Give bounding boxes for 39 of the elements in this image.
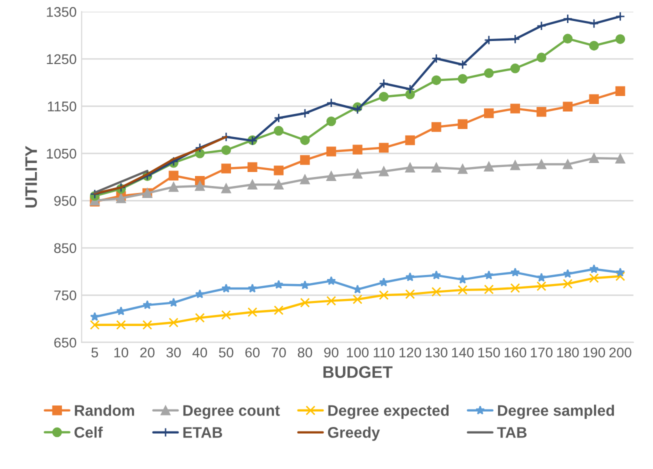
legend-label: Celf: [74, 426, 103, 438]
x-tick-label: 80: [298, 348, 312, 358]
x-tick-label: 30: [166, 348, 181, 358]
y-tick-label: 1250: [46, 54, 76, 64]
y-tick-label: 950: [54, 196, 76, 206]
x-tick-label: 100: [346, 348, 369, 358]
legend-label: Random: [74, 404, 134, 416]
legend-label: Degree sampled: [498, 404, 614, 419]
x-axis-title: BUDGET: [323, 366, 393, 378]
legend-label: Greedy: [328, 426, 380, 441]
y-tick-label: 650: [54, 338, 76, 348]
y-tick-label: 1350: [46, 7, 76, 17]
x-tick-label: 140: [452, 348, 474, 358]
legend-label: Degree expected: [328, 404, 449, 419]
x-tick-label: 70: [272, 348, 286, 358]
x-tick-label: 60: [245, 348, 260, 358]
x-tick-label: 170: [530, 348, 552, 358]
x-tick-label: 40: [192, 348, 208, 358]
y-tick-label: 1150: [48, 102, 76, 112]
legend-label: TAB: [497, 427, 527, 438]
x-tick-label: 180: [557, 348, 579, 358]
x-tick-label: 10: [114, 348, 128, 358]
legend-label: ETAB: [183, 427, 222, 438]
x-tick-label: 190: [583, 348, 606, 358]
y-tick-label: 750: [54, 290, 76, 300]
x-tick-label: 110: [374, 348, 394, 358]
x-tick-label: 20: [140, 348, 154, 358]
x-tick-label: 160: [504, 348, 526, 358]
y-tick-label: 1050: [46, 148, 76, 159]
x-tick-label: 130: [426, 348, 448, 358]
x-tick-label: 200: [609, 348, 632, 358]
x-tick-label: 150: [478, 348, 500, 358]
x-tick-label: 5: [91, 348, 98, 358]
legend-label: Degree count: [183, 405, 280, 419]
x-tick-label: 50: [218, 348, 234, 358]
x-tick-label: 90: [324, 348, 338, 358]
x-tick-label: 120: [400, 348, 422, 358]
y-axis-title: UTILITY: [25, 146, 38, 208]
y-tick-label: 850: [54, 243, 76, 254]
